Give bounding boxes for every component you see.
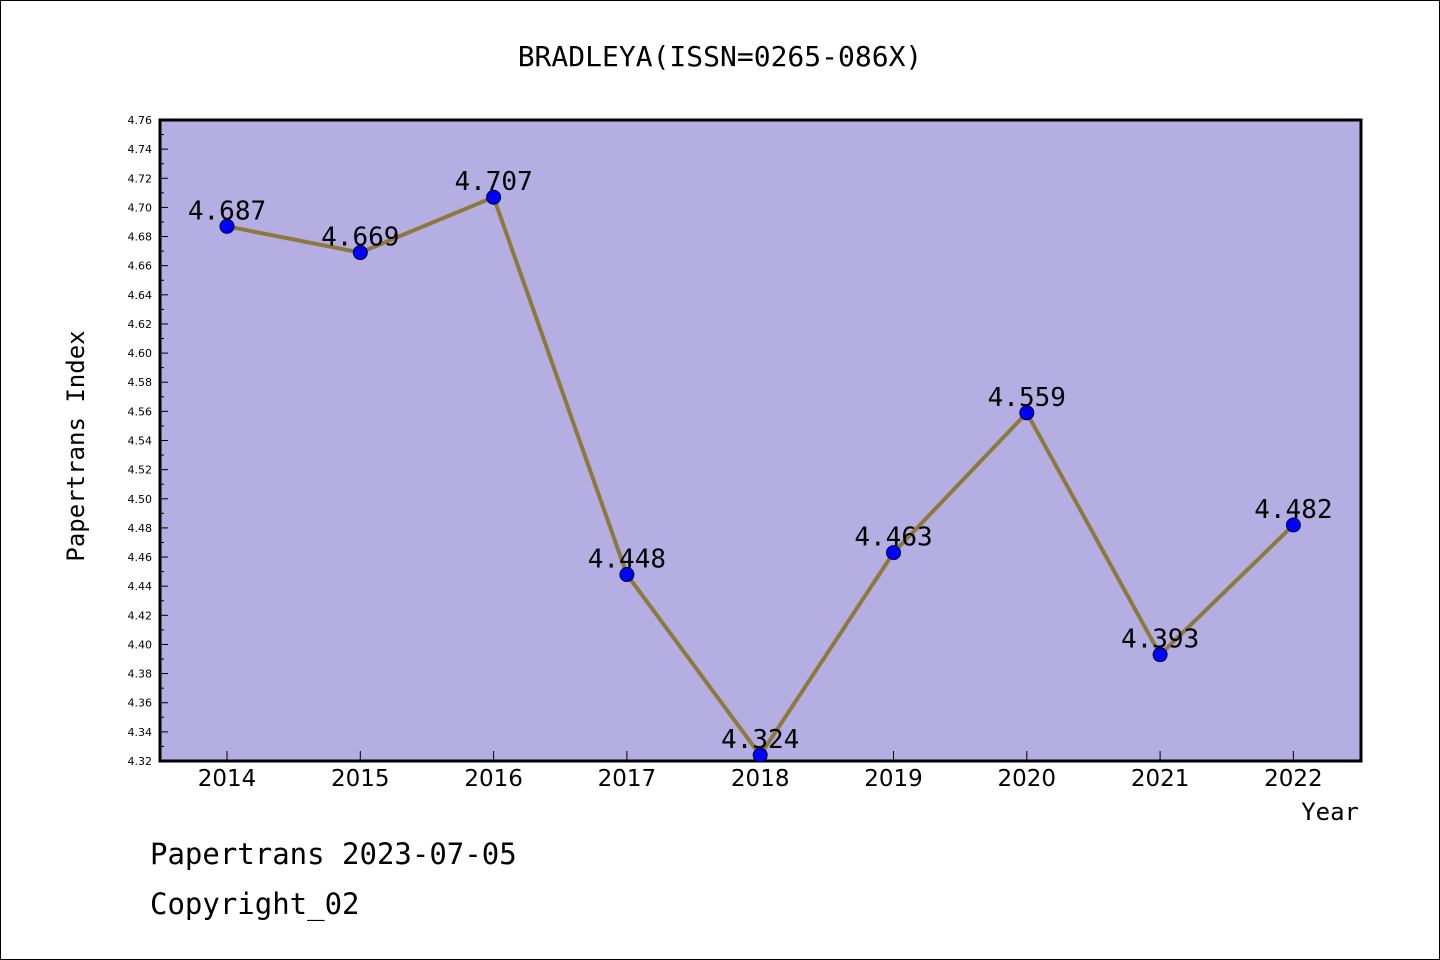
plot-area <box>158 118 1363 763</box>
data-point <box>752 747 768 763</box>
y-tick-label: 4.38 <box>128 668 153 681</box>
data-label: 4.669 <box>321 223 399 253</box>
data-label: 4.324 <box>721 725 799 755</box>
data-point <box>1019 405 1035 421</box>
y-axis-label: Papertrans Index <box>62 330 90 561</box>
y-tick-label: 4.60 <box>128 347 153 360</box>
x-tick-label: 2021 <box>1131 766 1190 792</box>
y-tick-label: 4.48 <box>128 522 153 535</box>
data-label: 4.707 <box>454 167 532 197</box>
footer-date: Papertrans 2023-07-05 <box>150 837 517 871</box>
y-axis-ticks: 4.32 4.34 4.36 4.38 4.40 4.42 4.44 4.46 4.48 4.50… <box>128 114 168 768</box>
y-tick-label: 4.50 <box>128 493 153 506</box>
y-tick-label: 4.46 <box>128 551 153 564</box>
y-tick-label: 4.58 <box>128 376 153 389</box>
x-tick-label: 2015 <box>331 766 390 792</box>
data-point <box>886 545 901 561</box>
data-label: 4.393 <box>1121 625 1199 655</box>
data-point <box>1285 517 1301 533</box>
footer-copyright: Copyright_02 <box>150 887 360 922</box>
x-tick-label: 2019 <box>864 766 923 792</box>
x-tick-label: 2018 <box>731 766 790 792</box>
x-tick-label: 2016 <box>464 766 523 792</box>
data-label: 4.463 <box>854 523 932 553</box>
y-tick-label: 4.68 <box>128 231 153 244</box>
x-axis-label: Year <box>1301 798 1359 826</box>
x-tick-label: 2020 <box>998 766 1057 792</box>
data-point <box>352 245 368 261</box>
y-tick-label: 4.74 <box>128 143 153 156</box>
data-point <box>486 189 502 205</box>
x-tick-label: 2017 <box>598 766 657 792</box>
y-tick-label: 4.70 <box>128 201 153 214</box>
y-tick-label: 4.32 <box>128 755 153 768</box>
y-tick-label: 4.66 <box>128 260 153 273</box>
data-point <box>1152 647 1168 663</box>
x-tick-label: 2022 <box>1264 766 1323 792</box>
y-tick-label: 4.40 <box>128 638 153 651</box>
y-tick-label: 4.56 <box>128 405 153 418</box>
y-tick-label: 4.62 <box>128 318 153 331</box>
y-tick-label: 4.42 <box>128 609 153 622</box>
y-tick-label: 4.54 <box>128 435 153 448</box>
y-tick-label: 4.64 <box>128 289 153 302</box>
y-tick-label: 4.34 <box>128 726 153 739</box>
x-tick-label: 2014 <box>198 766 257 792</box>
chart-title: BRADLEYA(ISSN=0265-086X) <box>518 40 923 73</box>
y-tick-label: 4.52 <box>128 464 153 477</box>
y-tick-label: 4.36 <box>128 697 153 710</box>
y-tick-label: 4.76 <box>128 114 153 127</box>
data-label: 4.448 <box>588 545 666 575</box>
y-tick-label: 4.72 <box>128 172 153 185</box>
data-point <box>219 218 235 234</box>
x-axis-ticks: 2014 2015 2016 2017 2018 2019 2020 2021 2022 <box>198 751 1323 792</box>
data-label: 4.687 <box>188 196 266 226</box>
series-line-group: 4.687 4.669 4.707 4.448 4.324 4.463 4.559 4.393… <box>188 167 1333 763</box>
data-label: 4.482 <box>1254 495 1332 525</box>
y-tick-label: 4.44 <box>128 580 153 593</box>
data-label: 4.559 <box>988 383 1066 413</box>
data-point <box>619 567 635 583</box>
